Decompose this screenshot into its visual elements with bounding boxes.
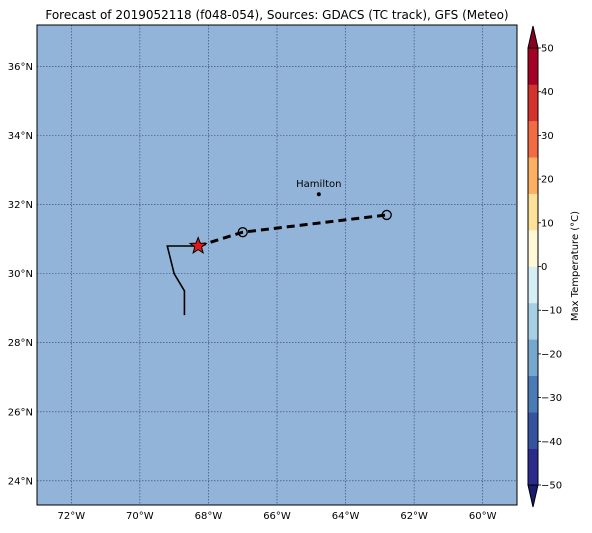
colorbar-tick-label: 10	[541, 218, 554, 229]
colorbar-tick-label: −10	[541, 306, 562, 317]
colorbar-band	[528, 230, 538, 267]
colorbar-over-extension	[527, 25, 539, 49]
city-marker	[316, 192, 321, 197]
colorbar-band	[528, 193, 538, 231]
latitude-tick-labels: 24°N 26°N 28°N 30°N 32°N 34°N 36°N	[8, 62, 33, 487]
colorbar-band	[528, 84, 538, 122]
colorbar-band	[528, 339, 538, 377]
graticule	[37, 25, 517, 505]
colorbar-band	[528, 375, 538, 413]
colorbar-band	[528, 157, 538, 194]
lon-tick-label: 72°W	[57, 511, 85, 522]
colorbar-tick-label: −50	[541, 481, 562, 492]
colorbar-band	[528, 266, 538, 304]
colorbar: −50 −40 −30 −20 −10 0 10 20 30 40 50 Max Temperatu…	[527, 25, 581, 508]
lon-tick-label: 64°W	[332, 511, 360, 522]
lat-tick-label: 26°N	[8, 407, 33, 418]
forecast-points	[237, 209, 392, 238]
current-position-star-icon	[188, 236, 208, 255]
lat-tick-label: 34°N	[8, 131, 33, 142]
colorbar-tick-label: 40	[541, 87, 554, 98]
lat-tick-label: 32°N	[8, 200, 33, 211]
lon-tick-label: 62°W	[400, 511, 428, 522]
colorbar-band	[528, 120, 538, 158]
lat-tick-label: 36°N	[8, 62, 33, 73]
colorbar-tick-label: 50	[541, 44, 554, 55]
colorbar-tick-label: 30	[541, 131, 554, 142]
longitude-tick-labels: 72°W 70°W 68°W 66°W 64°W 62°W 60°W	[57, 511, 496, 522]
colorbar-tick-label: −20	[541, 349, 562, 360]
colorbar-tick-label: −40	[541, 437, 562, 448]
forecast-track-line	[197, 213, 387, 248]
colorbar-band	[528, 302, 538, 340]
lon-tick-label: 68°W	[195, 511, 223, 522]
lat-tick-label: 28°N	[8, 338, 33, 349]
colorbar-band	[528, 412, 538, 449]
colorbar-under-extension	[527, 484, 539, 508]
track-layer: Hamilton	[166, 179, 392, 316]
colorbar-label: Max Temperature (°C)	[570, 211, 581, 321]
forecast-point-circle	[237, 227, 248, 238]
city-label: Hamilton	[296, 179, 341, 190]
colorbar-band	[528, 48, 538, 85]
colorbar-bands	[528, 48, 538, 486]
lon-tick-label: 60°W	[469, 511, 497, 522]
forecast-point-circle	[381, 209, 392, 221]
lon-tick-label: 66°W	[263, 511, 291, 522]
colorbar-tick-label: −30	[541, 393, 562, 404]
lon-tick-label: 70°W	[126, 511, 154, 522]
colorbar-tick-label: 0	[541, 262, 547, 273]
colorbar-band	[528, 448, 538, 486]
map-frame	[36, 24, 518, 506]
colorbar-tick-label: 20	[541, 175, 554, 186]
observed-track-line	[166, 245, 199, 316]
lat-tick-label: 24°N	[8, 476, 33, 487]
lat-tick-label: 30°N	[8, 269, 33, 280]
colorbar-ticks: −50 −40 −30 −20 −10 0 10 20 30 40 50	[538, 44, 562, 492]
figure-title: Forecast of 2019052118 (f048-054), Sourc…	[45, 8, 508, 22]
